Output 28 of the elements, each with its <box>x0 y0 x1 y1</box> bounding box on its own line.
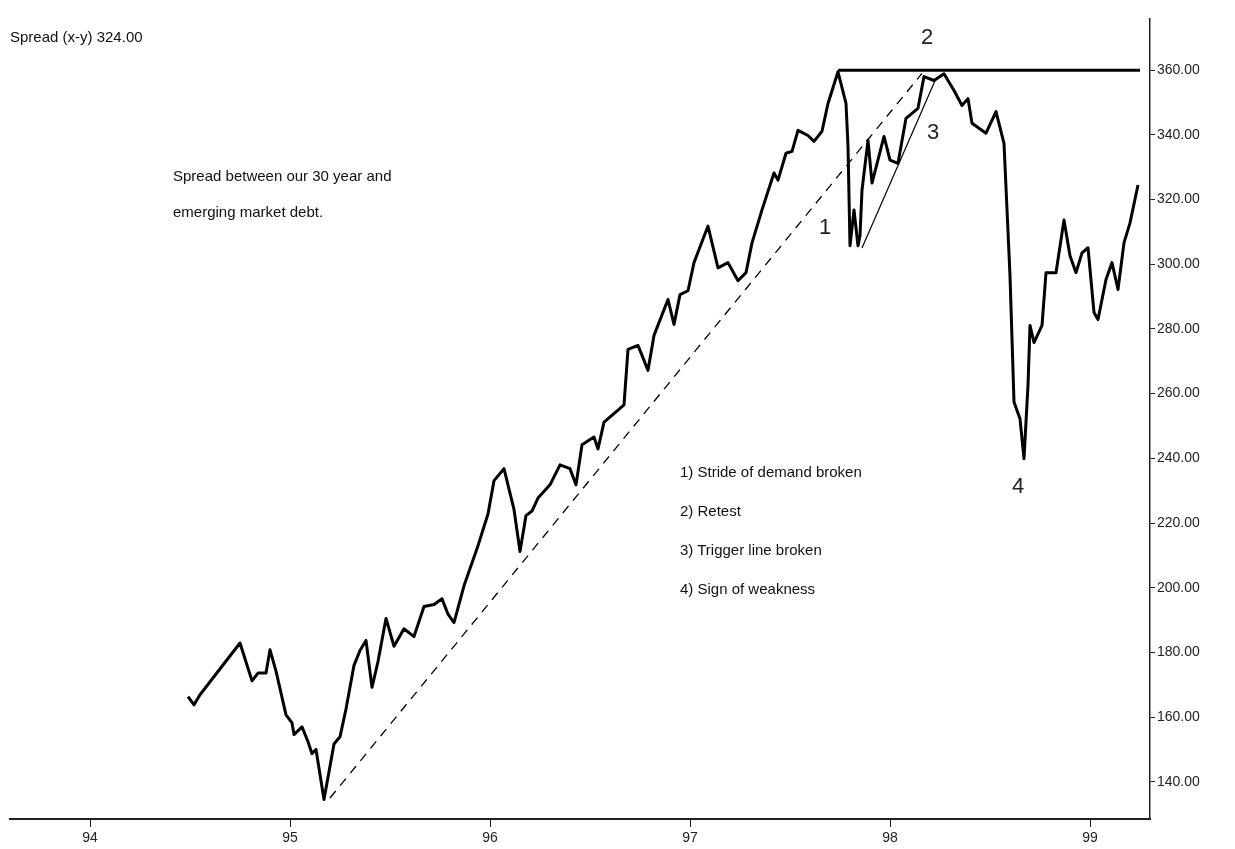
y-tick-label: 200.00 <box>1157 578 1201 595</box>
annotation: 1 <box>818 214 832 240</box>
y-tick-label: 180.00 <box>1157 643 1201 660</box>
x-tick-label: 95 <box>282 829 298 846</box>
y-tick-label: 240.00 <box>1157 449 1201 466</box>
annotation: 3) Trigger line broken <box>680 541 823 560</box>
y-tick-label: 140.00 <box>1157 772 1201 789</box>
x-tick-label: 98 <box>882 829 898 846</box>
y-tick-label: 340.00 <box>1157 125 1201 142</box>
text: Spread between our 30 year and emerging market debt. <box>173 167 392 220</box>
x-tick-label: 94 <box>82 829 98 846</box>
y-tick-label: 220.00 <box>1157 513 1201 530</box>
y-tick-label: 260.00 <box>1157 384 1201 401</box>
y-tick-label: 360.00 <box>1157 61 1201 78</box>
text: Spread (x-y) 324.00 <box>10 28 143 45</box>
y-tick-label: 280.00 <box>1157 319 1201 336</box>
x-tick-label: 96 <box>482 829 498 846</box>
x-tick-label: 99 <box>1082 829 1098 846</box>
x-tick-label: 97 <box>682 829 698 846</box>
y-tick-label: 320.00 <box>1157 190 1201 207</box>
annotation: 2) Retest <box>680 502 742 521</box>
annotation: 3 <box>926 119 940 145</box>
annotation: 4 <box>1011 473 1025 499</box>
annotation: 4) Sign of weakness <box>680 580 817 599</box>
annotation: 2 <box>920 24 934 50</box>
annotation: 1) Stride of demand broken <box>680 463 862 482</box>
y-tick-label: 160.00 <box>1157 707 1201 724</box>
y-tick-label: 300.00 <box>1157 255 1201 272</box>
